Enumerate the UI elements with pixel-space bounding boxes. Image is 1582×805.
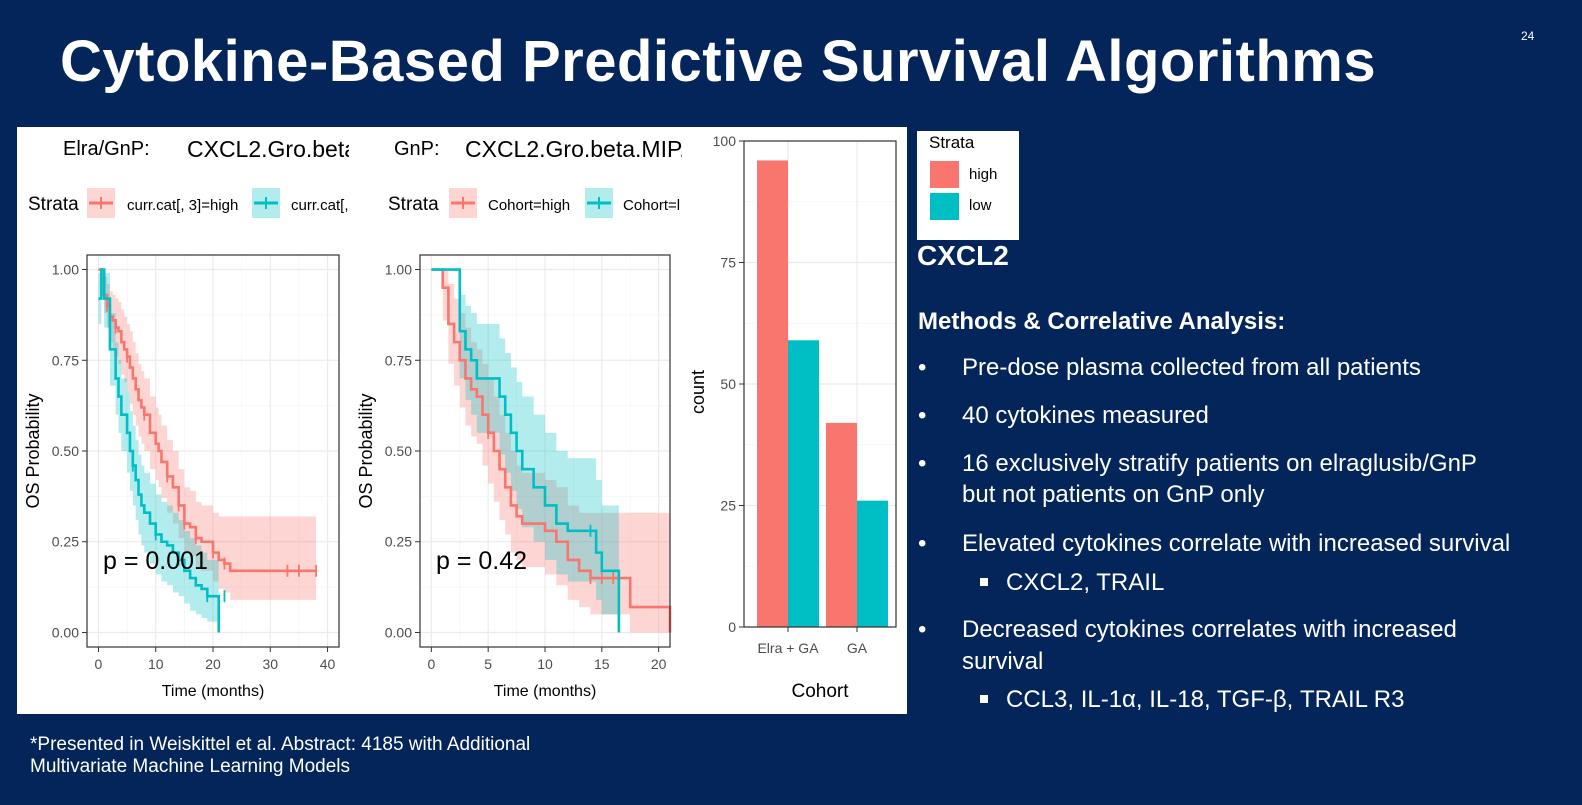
bar-xtick-label: Elra + GA: [757, 640, 819, 656]
km-xtick-label: 5: [484, 656, 492, 672]
legend-swatch-low: [930, 193, 959, 220]
km-ytick-label: 0.50: [52, 443, 79, 459]
slide-title: Cytokine-Based Predictive Survival Algor…: [60, 29, 1377, 94]
km-ytick-label: 1.00: [385, 262, 412, 278]
km-legend-label-high: curr.cat[, 3]=high: [127, 197, 238, 214]
bar-ytick-label: 75: [720, 255, 736, 271]
km-ytick-label: 0.75: [52, 352, 79, 368]
km-ytick-label: 0.25: [52, 534, 79, 550]
footnote: *Presented in Weiskittel et al. Abstract…: [30, 734, 530, 778]
km-xtick-label: 20: [205, 656, 221, 672]
bullet-marker: •: [918, 354, 927, 381]
km-plot-2: GnP: CXCL2.Gro.beta.MIP. Strata Cohort=high…: [356, 136, 686, 700]
bullet-text: Elevated cytokines correlate with increa…: [962, 530, 1511, 557]
km-plot-1: Elra/GnP: CXCL2.Gro.beta Strata curr.cat[, …: [23, 136, 357, 700]
km-curve-high: [431, 268, 672, 633]
legend-label-low: low: [969, 197, 992, 214]
bullet-text: 40 cytokines measured: [962, 402, 1209, 429]
bar-low: [857, 500, 888, 627]
bar-legend: Strata high low: [917, 131, 1019, 240]
bar-ytick-label: 100: [713, 133, 737, 149]
bullet-text: survival: [962, 648, 1044, 675]
bullet-text: Decreased cytokines correlates with incr…: [962, 616, 1457, 643]
km-x-axis-label: Time (months): [162, 683, 265, 700]
bullet-text: but not patients on GnP only: [962, 481, 1265, 508]
km-ytick-label: 0.00: [385, 624, 412, 640]
bullet-marker: •: [918, 530, 927, 557]
bar-ytick-label: 0: [728, 619, 736, 635]
km-title-prefix: Elra/GnP:: [63, 138, 150, 160]
sub-bullet-marker: [980, 578, 988, 586]
km-legend-label-low: Cohort=l: [623, 197, 680, 214]
sub-bullet-text: CCL3, IL-1α, IL-18, TGF-β, TRAIL R3: [1006, 686, 1405, 713]
km-title: CXCL2.Gro.beta.MIP.: [465, 136, 686, 162]
bar-y-axis-label: count: [688, 370, 708, 414]
km-xtick-label: 30: [262, 656, 278, 672]
bullet-marker: •: [918, 450, 927, 477]
bullet-marker: •: [918, 616, 927, 643]
km-p-value: p = 0.42: [436, 547, 527, 575]
km-xtick-label: 40: [320, 656, 336, 672]
bar-x-axis-label: Cohort: [791, 681, 849, 702]
sub-bullet-text: CXCL2, TRAIL: [1006, 569, 1165, 596]
charts-svg: Elra/GnP: CXCL2.Gro.beta Strata curr.cat[, …: [23, 133, 897, 702]
km-y-axis-label: OS Probability: [23, 393, 43, 508]
km-header: GnP: CXCL2.Gro.beta.MIP. Strata Cohort=high…: [388, 136, 686, 218]
km-curve-low: [431, 268, 621, 633]
km-legend-label-high: Cohort=high: [488, 197, 570, 214]
bar-ytick-label: 50: [720, 376, 736, 392]
legend-label-high: high: [969, 166, 998, 183]
km-legend-title: Strata: [388, 194, 439, 215]
km-title-prefix: GnP:: [394, 138, 440, 160]
km-ci-band-low: [431, 269, 619, 633]
legend-swatch-high: [930, 161, 959, 188]
km-legend-label-low: curr.cat[,: [291, 197, 349, 214]
km-ci-band-low: [98, 269, 219, 633]
km-ci-band-high: [431, 269, 670, 633]
km-curve-low: [98, 268, 221, 633]
km-p-value: p = 0.001: [103, 547, 208, 575]
km-xtick-label: 20: [651, 656, 667, 672]
bar-ytick-label: 25: [720, 498, 736, 514]
km-ytick-label: 1.00: [52, 262, 79, 278]
km-ci-band-high: [98, 269, 317, 600]
km-xtick-label: 15: [594, 656, 610, 672]
methods-title: Methods & Correlative Analysis:: [918, 308, 1286, 335]
bar-xtick-label: GA: [847, 640, 868, 656]
figure-panel: Elra/GnP: CXCL2.Gro.beta Strata curr.cat[, …: [17, 127, 907, 714]
bar-high: [826, 422, 857, 627]
footnote-line: *Presented in Weiskittel et al. Abstract…: [30, 734, 531, 755]
bullet-text: 16 exclusively stratify patients on elra…: [962, 450, 1477, 477]
km-x-axis-label: Time (months): [494, 683, 597, 700]
bar-legend-title: Strata: [929, 133, 975, 152]
cytokine-heading: CXCL2: [917, 240, 1009, 271]
km-y-axis-label: OS Probability: [356, 393, 376, 508]
km-xtick-label: 0: [427, 656, 435, 672]
page-number: 24: [1521, 29, 1535, 43]
bar-chart: Elra + GA GA 0 25 50 75 100 Cohort count: [688, 133, 897, 702]
km-xtick-label: 10: [537, 656, 553, 672]
km-ytick-label: 0.75: [385, 352, 412, 368]
bar-low: [788, 340, 819, 627]
bullet-text: Pre-dose plasma collected from all patie…: [962, 354, 1421, 381]
bullet-marker: •: [918, 402, 927, 429]
km-ytick-label: 0.25: [385, 534, 412, 550]
footnote-line: Multivariate Machine Learning Models: [30, 756, 350, 777]
km-legend-title: Strata: [28, 194, 79, 215]
km-xtick-label: 0: [95, 656, 103, 672]
bar-high: [757, 160, 788, 627]
km-xtick-label: 10: [148, 656, 164, 672]
km-header: Elra/GnP: CXCL2.Gro.beta Strata curr.cat[, …: [28, 136, 357, 218]
sub-bullet-marker: [980, 695, 988, 703]
km-ytick-label: 0.00: [52, 624, 79, 640]
km-ytick-label: 0.50: [385, 443, 412, 459]
km-title: CXCL2.Gro.beta: [187, 136, 357, 162]
